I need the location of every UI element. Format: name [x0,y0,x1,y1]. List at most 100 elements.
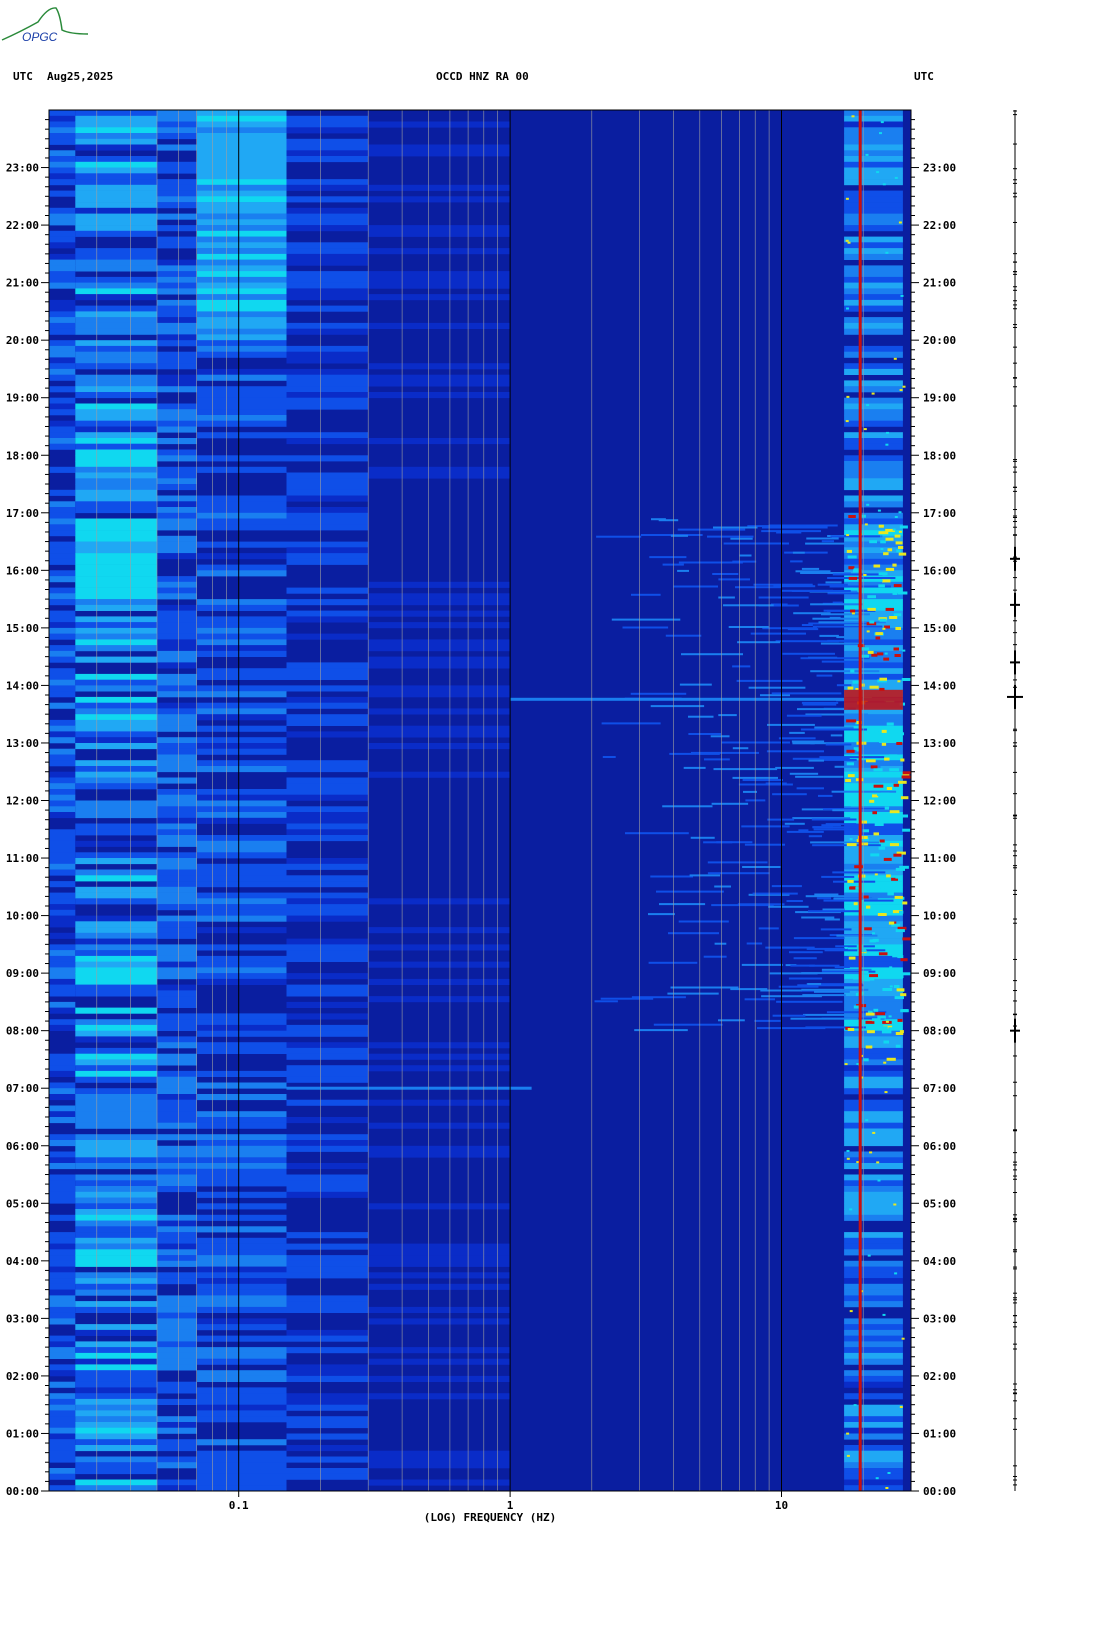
hotspot [869,620,875,624]
heatmap-cell [844,317,903,324]
heatmap-cell [844,1030,903,1037]
y-tick-label-left: 18:00 [6,449,39,462]
heatmap-cell [49,863,76,870]
heatmap-cell [844,271,903,278]
heatmap-cell [49,1398,76,1405]
heatmap-cell [157,110,197,117]
heatmap-cell [75,259,157,266]
heatmap-cell [286,587,369,594]
heatmap-cell [49,1450,76,1457]
hotspot [895,875,902,879]
hotspot [895,867,905,871]
heatmap-cell [49,438,76,445]
heatmap-cell [75,156,157,163]
noise-streak [658,519,679,522]
heatmap-cell [286,955,369,962]
heatmap-cell [157,299,197,306]
y-tick-label-left: 14:00 [6,679,39,692]
heatmap-cell [157,817,197,824]
heatmap-cell [286,1306,369,1313]
heatmap-cell [368,599,511,606]
heatmap-cell [157,1312,197,1319]
heatmap-cell [196,846,287,853]
hotspot [849,838,853,840]
hotspot [880,1026,888,1030]
heatmap-cell [49,156,76,163]
heatmap-cell [75,656,157,663]
heatmap-cell [844,409,903,416]
heatmap-cell [844,639,903,646]
hotspot [895,929,905,933]
noise-streak [691,751,759,754]
heatmap-cell [49,691,76,698]
heatmap-cell [196,276,287,283]
frequency-axis: 0.1 1 10 [229,1491,788,1512]
heatmap-cell [49,161,76,168]
heatmap-cell [75,950,157,957]
heatmap-cell [157,455,197,462]
noise-streak [778,985,819,988]
heatmap-cell [286,1117,369,1124]
heatmap-cell [196,541,287,548]
heatmap-cell [196,225,287,232]
heatmap-cell [196,190,287,197]
heatmap-cell [844,1249,903,1256]
heatmap-cell [157,507,197,514]
heatmap-cell [49,1232,76,1239]
noise-streak [750,632,806,635]
heatmap-cell [49,363,76,370]
heatmap-cell [157,1439,197,1446]
heatmap-cell [49,1186,76,1193]
heatmap-cell [49,898,76,905]
heatmap-cell [75,1398,157,1405]
heatmap-cell [157,242,197,249]
heatmap-cell [157,932,197,939]
hotspot [875,636,881,640]
heatmap-cell [75,921,157,928]
heatmap-cell [49,121,76,128]
heatmap-cell [368,944,511,951]
heatmap-cell [49,420,76,427]
heatmap-cell [196,564,287,571]
heatmap-cell [368,1260,511,1267]
x-tick-label: 0.1 [229,1499,249,1512]
heatmap-cell [844,288,903,295]
heatmap-cell [49,1301,76,1308]
heatmap-cell [157,225,197,232]
heatmap-cell [286,374,369,381]
heatmap-cell [196,1226,287,1233]
hotspot [872,932,875,935]
heatmap-cell [75,1094,157,1101]
noise-streak [833,880,876,883]
heatmap-cell [75,265,157,272]
hotspot [853,747,860,751]
hotspot [880,540,886,544]
heatmap-cell [75,1283,157,1290]
heatmap-cell [75,1174,157,1181]
noise-streak [754,1019,781,1022]
heatmap-cell [286,1272,369,1279]
heatmap-cell [286,1001,369,1008]
noise-streak [789,731,805,734]
hotspot [889,843,899,847]
heatmap-cell [196,230,287,237]
heatmap-cell [75,576,157,583]
heatmap-cell [196,150,287,157]
heatmap-cell [196,1191,287,1198]
hotspot [865,1119,869,1122]
hotspot [866,905,871,909]
heatmap-cell [49,777,76,784]
heatmap-cell [368,144,511,151]
heatmap-cell [196,351,287,358]
noise-streak [611,618,681,621]
heatmap-cell [196,501,287,508]
noise-streak [833,897,878,900]
heatmap-cell [844,368,903,375]
heatmap-cell [49,1456,76,1463]
heatmap-cell [196,973,287,980]
heatmap-cell [75,547,157,554]
heatmap-cell [75,1255,157,1262]
noise-streak [670,534,688,537]
heatmap-cell [157,1485,197,1491]
heatmap-cell [196,627,287,634]
